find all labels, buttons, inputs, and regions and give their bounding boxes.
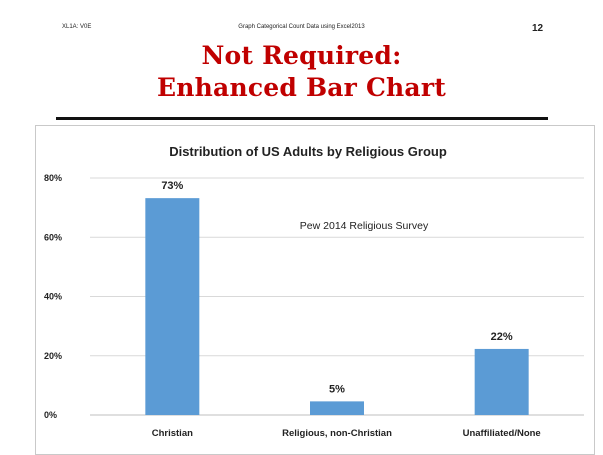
category-label: Christian xyxy=(152,428,193,439)
category-label: Religious, non-Christian xyxy=(282,428,392,439)
slide-title: Not Required: Enhanced Bar Chart xyxy=(0,40,603,104)
data-label: 5% xyxy=(329,383,345,395)
chart-frame: Distribution of US Adults by Religious G… xyxy=(35,125,595,455)
page-number: 12 xyxy=(532,23,544,34)
x-axis-categories: Christian Religious, non-Christian Unaffil… xyxy=(152,428,541,439)
chart-annotation: Pew 2014 Religious Survey xyxy=(300,220,429,232)
data-label: 73% xyxy=(161,180,183,192)
category-label: Unaffiliated/None xyxy=(463,428,541,439)
slide-title-line-1: Not Required: xyxy=(201,41,402,70)
y-tick-label: 60% xyxy=(44,232,62,242)
title-divider xyxy=(56,117,548,120)
slide: XL1A: V0E Graph Categorical Count Data u… xyxy=(0,23,603,455)
bars xyxy=(145,198,529,415)
y-tick-label: 20% xyxy=(44,351,62,361)
bar xyxy=(145,198,200,415)
data-label: 22% xyxy=(491,331,513,343)
y-tick-label: 80% xyxy=(44,173,62,183)
y-axis-ticks: 0% 20% 40% 60% 80% xyxy=(44,173,62,420)
slide-subject-text: Graph Categorical Count Data using Excel… xyxy=(238,24,365,30)
data-labels: 73% 5% 22% xyxy=(161,180,513,395)
bar xyxy=(474,348,529,415)
y-tick-label: 0% xyxy=(44,410,57,420)
y-tick-label: 40% xyxy=(44,292,62,302)
bar xyxy=(310,401,364,415)
bar-chart: Distribution of US Adults by Religious G… xyxy=(44,144,584,439)
slide-subject: Graph Categorical Count Data using Excel… xyxy=(0,24,603,30)
chart-title: Distribution of US Adults by Religious G… xyxy=(169,144,447,159)
slide-title-line-2: Enhanced Bar Chart xyxy=(157,73,446,102)
course-code: XL1A: V0E xyxy=(62,24,92,30)
